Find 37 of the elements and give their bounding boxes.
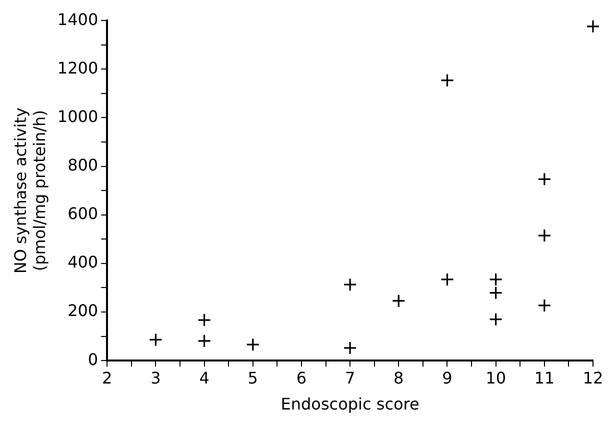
x-tick-label: 7 bbox=[344, 368, 356, 388]
point bbox=[148, 332, 163, 347]
y-tick-label: 400 bbox=[68, 252, 98, 272]
x-tick-label: 12 bbox=[582, 368, 604, 388]
point bbox=[440, 74, 454, 88]
point bbox=[586, 20, 600, 34]
x-axis-title: Endoscopic score bbox=[280, 394, 420, 414]
x-tick-label: 11 bbox=[534, 368, 555, 388]
point bbox=[197, 334, 212, 348]
x-tick-label: 6 bbox=[296, 368, 307, 388]
y-tick-label: 1400 bbox=[57, 10, 98, 29]
y-axis-title: NO synthase activity (pmol/mg protein/h) bbox=[10, 108, 49, 274]
point bbox=[489, 312, 503, 326]
point bbox=[246, 338, 260, 352]
point bbox=[538, 228, 552, 242]
point bbox=[440, 272, 454, 286]
y-tick-label: 1200 bbox=[57, 58, 98, 78]
point bbox=[343, 341, 357, 355]
point bbox=[538, 298, 552, 312]
point bbox=[538, 172, 552, 186]
point bbox=[489, 286, 503, 300]
x-tick-label: 8 bbox=[394, 368, 404, 388]
y-tick-label: 600 bbox=[68, 204, 98, 224]
y-tick-label: 1000 bbox=[57, 106, 98, 126]
x-tick-label: 10 bbox=[486, 368, 506, 388]
point bbox=[489, 272, 503, 286]
point bbox=[197, 313, 212, 327]
point bbox=[392, 294, 406, 308]
y-tick-label: 0 bbox=[88, 350, 98, 369]
x-tick-label: 9 bbox=[442, 368, 452, 388]
y-tick-label: 800 bbox=[68, 155, 98, 174]
y-tick-label: 200 bbox=[68, 301, 98, 320]
x-tick-label: 2 bbox=[102, 368, 112, 388]
point bbox=[343, 278, 357, 292]
x-tick-label: 3 bbox=[150, 368, 161, 388]
x-tick-label: 5 bbox=[248, 368, 258, 388]
x-tick-label: 4 bbox=[199, 368, 210, 388]
